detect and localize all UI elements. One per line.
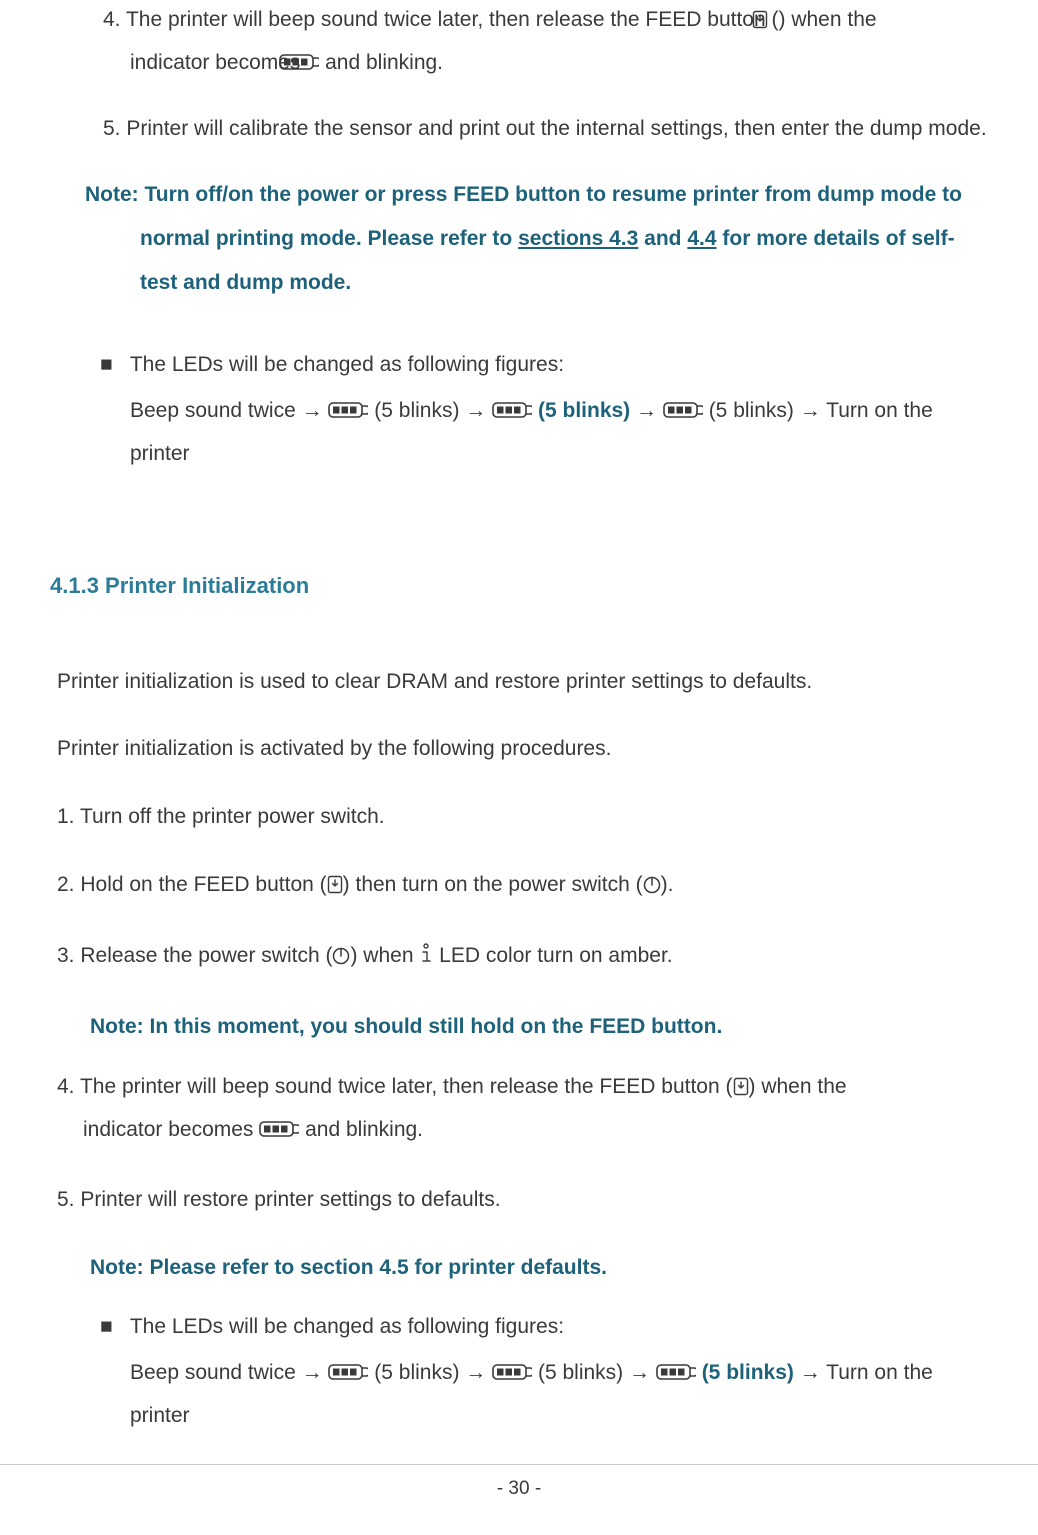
sec2-step1: 1. Turn off the printer power switch. [50,797,988,837]
sec1-step4: 4. The printer will beep sound twice lat… [50,0,988,85]
text: Beep sound twice → [130,1361,328,1384]
sec1-bullet: ■ The LEDs will be changed as following … [50,345,988,385]
text: ) then turn on the power switch ( [343,873,643,896]
battery-icon [656,1355,696,1396]
text: 4. The printer will beep sound twice lat… [103,8,779,31]
sec2-note2: Note: Please refer to section 4.5 for pr… [50,1248,988,1288]
section-heading-4-1-3: 4.1.3 Printer Initialization [50,565,988,607]
text: and blinking. [319,51,443,74]
text: ) when the [779,8,877,31]
text: ). [661,873,674,896]
battery-icon [492,393,532,434]
battery-icon [259,1112,299,1152]
link-section-4-4[interactable]: 4.4 [687,227,716,250]
text: 4. The printer will beep sound twice lat… [57,1075,733,1098]
text: ) when [350,944,419,967]
text: (5 blinks) → [368,399,492,422]
text: (5 blinks) → [368,1361,492,1384]
feed-icon [733,1070,749,1110]
text: 3. Release the power switch ( [57,944,332,967]
battery-icon [328,1355,368,1396]
text: The LEDs will be changed as following fi… [130,353,564,376]
text: indicator becomes [57,1118,259,1141]
bullet-marker: ■ [100,1315,130,1338]
page-content: 4. The printer will beep sound twice lat… [50,0,988,1437]
highlight-text: (5 blinks) [696,1361,794,1384]
battery-icon [663,393,703,434]
sec2-led-sequence: Beep sound twice → (5 blinks) → (5 blink… [50,1353,988,1437]
text: ) when the [749,1075,847,1098]
battery-icon [306,45,319,85]
power-icon [332,939,350,979]
text: → [630,399,663,422]
sec2-step4: 4. The printer will beep sound twice lat… [50,1067,988,1152]
text: and [638,227,687,250]
sec2-para2: Printer initialization is activated by t… [50,729,988,769]
text: LED color turn on amber. [433,944,672,967]
page-number: - 30 - [0,1464,1038,1507]
text: Beep sound twice → [130,399,328,422]
sec2-bullet: ■ The LEDs will be changed as following … [50,1307,988,1347]
highlight-text: (5 blinks) [532,399,630,422]
sec1-step5: 5. Printer will calibrate the sensor and… [50,109,988,149]
sec2-step3: 3. Release the power switch ( ) when LED … [50,936,988,979]
bullet-marker: ■ [100,353,130,376]
info-icon [419,939,433,979]
sec2-para1: Printer initialization is used to clear … [50,662,988,702]
text: 5. Printer will calibrate the sensor and… [103,117,987,140]
sec1-led-sequence: Beep sound twice → (5 blinks) → (5 blink… [50,391,988,475]
text: and blinking. [299,1118,423,1141]
link-section-4-3[interactable]: sections 4.3 [518,227,638,250]
sec2-step5: 5. Printer will restore printer settings… [50,1180,988,1220]
power-icon [643,868,661,908]
sec2-note1: Note: In this moment, you should still h… [50,1007,988,1047]
battery-icon [328,393,368,434]
sec2-step2: 2. Hold on the FEED button ( ) then turn … [50,865,988,908]
feed-icon [327,868,343,908]
text: 2. Hold on the FEED button ( [57,873,327,896]
sec1-note: Note: Turn off/on the power or press FEE… [50,173,988,305]
text: The LEDs will be changed as following fi… [130,1315,564,1338]
battery-icon [492,1355,532,1396]
text: (5 blinks) → [532,1361,656,1384]
